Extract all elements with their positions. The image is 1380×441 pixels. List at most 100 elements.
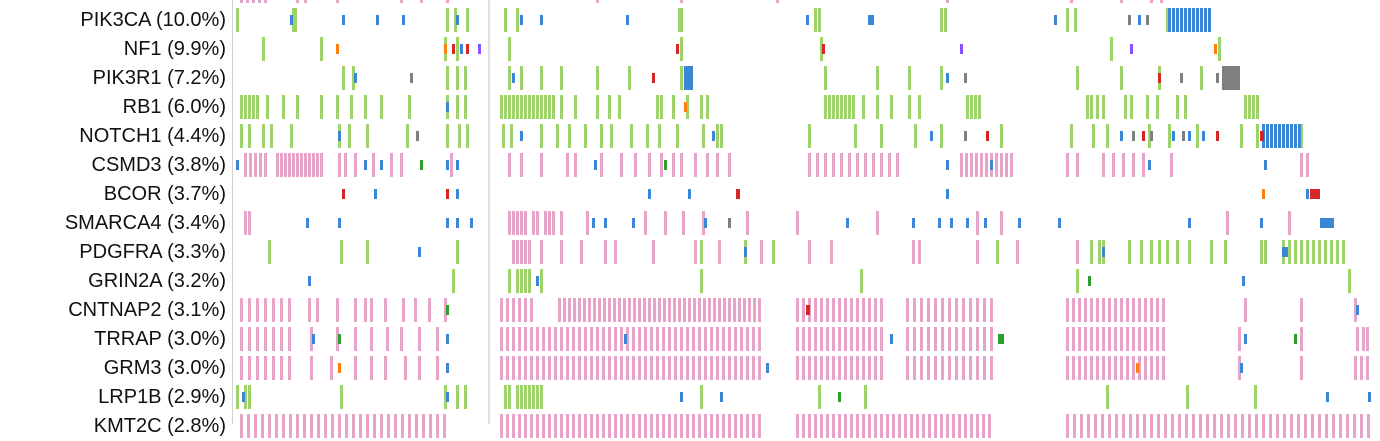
alteration-cell[interactable] (508, 385, 511, 409)
alteration-cell[interactable] (598, 298, 601, 322)
alteration-cell[interactable] (814, 298, 817, 322)
alteration-cell[interactable] (1078, 298, 1081, 322)
alteration-cell[interactable] (524, 385, 527, 409)
alteration-cell[interactable] (516, 211, 519, 235)
alteration-cell[interactable] (1346, 414, 1349, 438)
alteration-cell[interactable] (628, 66, 631, 90)
alteration-cell[interactable] (802, 356, 805, 380)
alteration-cell[interactable] (280, 298, 283, 322)
alteration-cell[interactable] (868, 15, 874, 25)
alteration-cell[interactable] (969, 327, 972, 351)
alteration-cell[interactable] (644, 356, 647, 380)
alteration-cell[interactable] (524, 356, 527, 380)
alteration-cell[interactable] (752, 414, 755, 438)
alteration-cell[interactable] (1076, 66, 1079, 90)
alteration-cell[interactable] (638, 414, 641, 438)
alteration-cell[interactable] (422, 414, 425, 438)
alteration-cell[interactable] (520, 95, 523, 119)
alteration-cell[interactable] (316, 153, 319, 177)
alteration-cell[interactable] (1110, 37, 1113, 61)
alteration-cell[interactable] (240, 298, 243, 322)
alteration-cell[interactable] (1297, 414, 1300, 438)
alteration-cell[interactable] (656, 414, 659, 438)
alteration-cell[interactable] (400, 0, 403, 3)
alteration-cell[interactable] (590, 356, 593, 380)
alteration-cell[interactable] (264, 298, 267, 322)
alteration-cell[interactable] (946, 73, 949, 83)
alteration-cell[interactable] (338, 218, 341, 228)
alteration-cell[interactable] (387, 414, 390, 438)
alteration-cell[interactable] (292, 153, 295, 177)
alteration-cell[interactable] (746, 414, 749, 438)
alteration-cell[interactable] (1269, 414, 1272, 438)
alteration-cell[interactable] (518, 327, 521, 351)
alteration-cell[interactable] (964, 73, 967, 83)
alteration-cell[interactable] (540, 66, 543, 90)
alteration-cell[interactable] (686, 327, 689, 351)
alteration-cell[interactable] (254, 414, 257, 438)
alteration-cell[interactable] (1126, 327, 1129, 351)
alteration-cell[interactable] (1262, 414, 1265, 438)
alteration-cell[interactable] (1076, 269, 1079, 293)
alteration-cell[interactable] (454, 8, 457, 32)
alteration-cell[interactable] (734, 327, 737, 351)
alteration-cell[interactable] (604, 218, 607, 228)
alteration-cell[interactable] (466, 44, 469, 54)
alteration-cell[interactable] (1214, 44, 1217, 54)
alteration-cell[interactable] (256, 356, 259, 380)
alteration-cell[interactable] (410, 73, 413, 83)
alteration-cell[interactable] (244, 385, 247, 409)
alteration-cell[interactable] (1255, 414, 1258, 438)
alteration-cell[interactable] (248, 298, 251, 322)
alteration-cell[interactable] (1090, 240, 1093, 264)
alteration-cell[interactable] (1234, 414, 1237, 438)
alteration-cell[interactable] (818, 385, 821, 409)
alteration-cell[interactable] (512, 327, 515, 351)
alteration-cell[interactable] (512, 240, 515, 264)
alteration-cell[interactable] (995, 153, 998, 177)
alteration-cell[interactable] (706, 153, 709, 177)
alteration-cell[interactable] (1120, 356, 1123, 380)
alteration-cell[interactable] (352, 414, 355, 438)
alteration-cell[interactable] (336, 44, 339, 54)
alteration-cell[interactable] (415, 414, 418, 438)
alteration-cell[interactable] (1054, 15, 1057, 25)
alteration-cell[interactable] (296, 414, 299, 438)
alteration-cell[interactable] (852, 95, 855, 119)
alteration-cell[interactable] (918, 95, 921, 119)
alteration-cell[interactable] (838, 414, 841, 438)
alteration-cell[interactable] (532, 211, 535, 235)
alteration-cell[interactable] (880, 124, 883, 148)
alteration-cell[interactable] (634, 153, 637, 177)
alteration-cell[interactable] (248, 356, 251, 380)
alteration-cell[interactable] (1264, 240, 1267, 264)
alteration-cell[interactable] (458, 124, 461, 148)
alteration-cell[interactable] (1106, 124, 1109, 148)
alteration-cell[interactable] (1150, 414, 1153, 438)
alteration-cell[interactable] (876, 95, 879, 119)
alteration-cell[interactable] (668, 414, 671, 438)
alteration-cell[interactable] (524, 269, 527, 293)
alteration-cell[interactable] (1225, 66, 1228, 90)
alteration-cell[interactable] (668, 356, 671, 380)
alteration-cell[interactable] (962, 327, 965, 351)
alteration-cell[interactable] (686, 356, 689, 380)
alteration-cell[interactable] (626, 15, 629, 25)
alteration-cell[interactable] (723, 298, 726, 322)
alteration-cell[interactable] (1213, 414, 1216, 438)
alteration-cell[interactable] (864, 153, 867, 177)
alteration-cell[interactable] (624, 334, 627, 344)
alteration-cell[interactable] (254, 153, 257, 177)
alteration-cell[interactable] (1298, 124, 1301, 148)
alteration-cell[interactable] (970, 153, 973, 177)
alteration-cell[interactable] (1202, 131, 1205, 141)
alteration-cell[interactable] (1366, 327, 1369, 351)
alteration-cell[interactable] (296, 153, 299, 177)
alteration-cell[interactable] (1162, 298, 1165, 322)
gene-label-grm3[interactable]: GRM3 (3.0%) (103, 357, 226, 379)
alteration-cell[interactable] (1176, 8, 1179, 32)
alteration-cell[interactable] (310, 414, 313, 438)
alteration-cell[interactable] (354, 153, 357, 177)
alteration-cell[interactable] (1184, 8, 1187, 32)
alteration-cell[interactable] (808, 327, 811, 351)
